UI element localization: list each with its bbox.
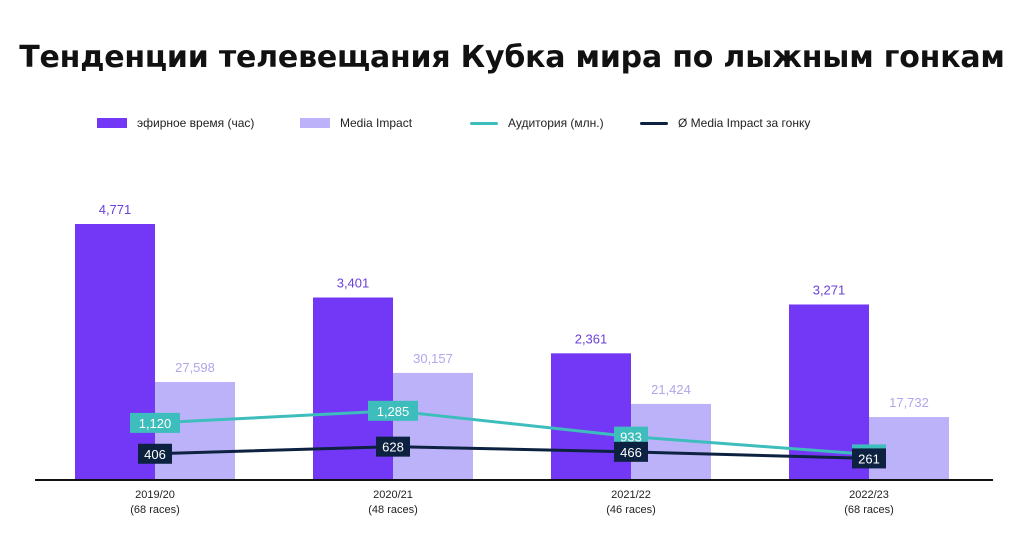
legend-audience: Аудитория (млн.) (470, 116, 604, 130)
category-label-3: 2022/23 (849, 489, 889, 501)
point-audience-0 (130, 412, 180, 433)
point-label-audience-0: 1,120 (139, 416, 172, 431)
legend-avg-media-impact-swatch (640, 121, 668, 125)
bar-media-impact-label-2: 21,424 (651, 382, 691, 397)
category-sublabel-1: (48 races) (368, 504, 418, 516)
point-label-avg-media-impact-2: 466 (620, 445, 642, 460)
bar-airtime-label-1: 3,401 (337, 276, 370, 291)
legend-avg-media-impact: Ø Media Impact за гонку (640, 116, 810, 130)
legend-media-impact-label: Media Impact (340, 116, 413, 130)
legend-airtime-swatch (97, 118, 127, 128)
bar-airtime-0 (75, 224, 155, 480)
point-label-audience-1: 1,285 (377, 404, 410, 419)
line-audience (154, 409, 870, 456)
chart-title: Тенденции телевещания Кубка мира по лыжн… (19, 40, 1005, 75)
category-sublabel-2: (46 races) (606, 504, 656, 516)
bar-airtime-label-3: 3,271 (813, 282, 846, 297)
bar-media-impact-1 (393, 372, 473, 480)
legend-airtime: эфирное время (час) (97, 116, 254, 130)
legend: эфирное время (час) Media Impact Аудитор… (0, 116, 1024, 136)
point-label-avg-media-impact-1: 628 (382, 440, 404, 455)
category-label-2: 2021/22 (611, 489, 651, 501)
point-avg-media-impact-1 (376, 436, 410, 457)
legend-media-impact-swatch (300, 118, 330, 128)
bar-airtime-label-2: 2,361 (575, 331, 608, 346)
point-audience-1 (368, 400, 418, 421)
legend-airtime-label: эфирное время (час) (137, 116, 255, 130)
legend-audience-swatch (470, 121, 498, 125)
point-label-avg-media-impact-3: 261 (858, 451, 880, 466)
legend-audience-label: Аудитория (млн.) (508, 116, 604, 130)
legend-avg-media-impact-label: Ø Media Impact за гонку (678, 116, 811, 130)
bar-media-impact-label-0: 27,598 (175, 360, 215, 375)
point-avg-media-impact-0 (138, 443, 172, 464)
category-sublabel-3: (68 races) (844, 504, 894, 516)
point-label-avg-media-impact-0: 406 (144, 447, 166, 462)
category-sublabel-0: (68 races) (130, 504, 180, 516)
point-audience-2 (614, 426, 648, 447)
category-label-1: 2020/21 (373, 489, 413, 501)
legend-media-impact: Media Impact (300, 116, 412, 130)
category-label-0: 2019/20 (135, 489, 175, 501)
point-label-audience-2: 933 (620, 430, 642, 445)
bar-airtime-label-0: 4,771 (99, 202, 132, 217)
bar-media-impact-label-3: 17,732 (889, 395, 929, 410)
line-avg-media-impact (154, 445, 870, 460)
point-avg-media-impact-3 (852, 448, 886, 469)
point-avg-media-impact-2 (614, 441, 648, 462)
bar-media-impact-label-1: 30,157 (413, 351, 453, 366)
